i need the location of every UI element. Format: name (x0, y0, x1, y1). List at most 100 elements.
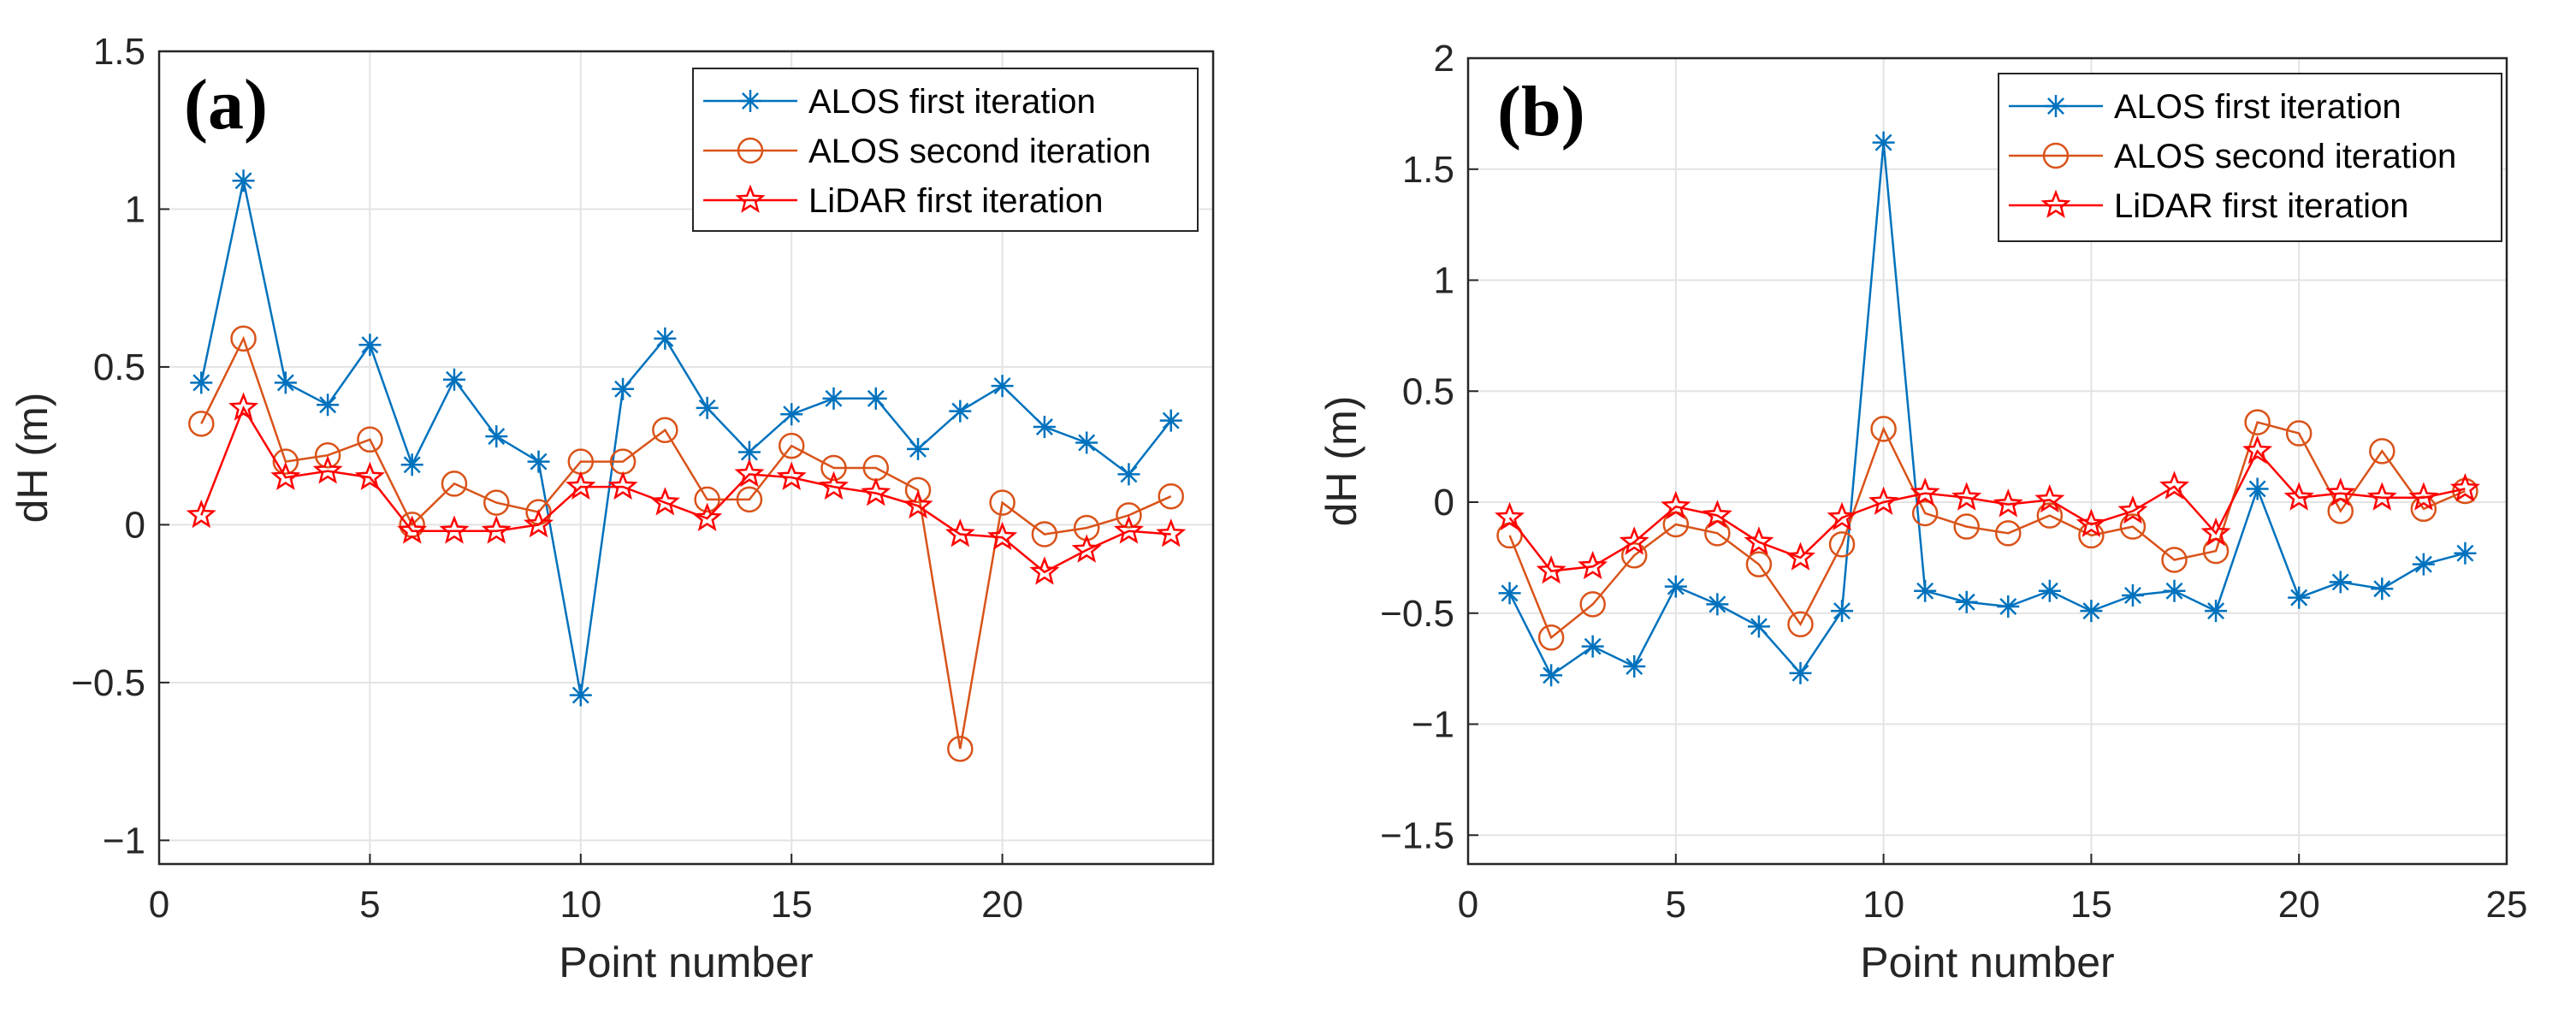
data-point (907, 437, 930, 460)
data-point (1664, 575, 1687, 598)
data-point (1745, 551, 1773, 577)
y-tick-label: 0 (125, 504, 145, 546)
legend-label: ALOS first iteration (808, 83, 1096, 121)
data-point (822, 387, 845, 410)
data-point (1578, 550, 1608, 580)
y-tick-label: 1.5 (93, 31, 145, 73)
x-tick-label: 0 (149, 884, 169, 926)
series-alos-first-iteration (1498, 131, 2477, 687)
data-point (1156, 518, 1187, 547)
data-point (1620, 542, 1648, 569)
x-tick-label: 20 (2278, 884, 2320, 926)
data-point (2076, 508, 2106, 537)
data-point (527, 450, 550, 473)
data-point (1619, 526, 1649, 555)
data-point (312, 455, 343, 484)
legend-label: LiDAR first iteration (2114, 187, 2409, 225)
data-point (2117, 495, 2148, 524)
x-tick-label: 0 (1458, 884, 1478, 926)
y-tick-label: 1 (125, 188, 145, 230)
data-point (186, 499, 216, 529)
data-point (2283, 482, 2314, 511)
data-point (2036, 502, 2064, 529)
y-tick-label: 0 (1434, 482, 1454, 524)
series-line (1508, 142, 2466, 678)
y-axis-label: dH (m) (9, 393, 56, 524)
data-point (1828, 531, 1856, 558)
data-point (2244, 409, 2271, 435)
y-tick-label: −1 (103, 820, 145, 861)
legend-marker (735, 184, 766, 213)
data-point (991, 375, 1014, 398)
data-point (1113, 515, 1144, 544)
data-point (1911, 500, 1939, 527)
legend-marker (2040, 189, 2071, 218)
data-point (2408, 482, 2439, 511)
y-tick-label: 0.5 (93, 346, 145, 388)
legend-label: ALOS second iteration (808, 133, 1151, 170)
x-tick-label: 10 (560, 884, 601, 926)
data-point (1827, 501, 1857, 531)
data-point (649, 487, 680, 516)
data-point (818, 471, 849, 500)
x-tick-label: 20 (981, 884, 1023, 926)
data-point (1075, 431, 1099, 454)
data-point (2449, 472, 2480, 502)
data-point (1870, 416, 1897, 442)
data-point (1993, 488, 2023, 518)
data-point (1706, 593, 1729, 616)
x-axis-label: Point number (559, 938, 813, 986)
data-point (2369, 438, 2395, 465)
data-point (1747, 615, 1770, 638)
x-tick-label: 5 (1666, 884, 1686, 926)
data-point (397, 515, 428, 544)
data-point (780, 403, 803, 426)
data-point (2038, 579, 2061, 602)
data-point (903, 489, 933, 519)
chart-panel-b: 0 5 10 15 20 25 −1.5 −1 −0.5 0 0.5 1 1.5 2 Point numbe… (1318, 38, 2527, 986)
data-point (481, 515, 512, 544)
data-point (778, 432, 805, 459)
data-point (2412, 553, 2435, 576)
data-point (1116, 502, 1142, 529)
data-point (1029, 556, 1060, 585)
y-tick-label: −1.5 (1380, 814, 1454, 856)
series-lidar-first-iteration (186, 392, 1187, 585)
data-point (1498, 582, 1521, 605)
data-point (1868, 486, 1899, 515)
data-point (2161, 547, 2188, 573)
x-tick-label: 15 (771, 884, 813, 926)
data-point (1953, 513, 1980, 540)
data-point (2288, 586, 2311, 609)
data-point (1158, 482, 1184, 510)
series-alos-second-iteration (188, 325, 1184, 762)
data-point (654, 327, 677, 350)
data-point (228, 392, 259, 421)
x-axis-label: Point number (1860, 938, 2114, 986)
y-tick-label: −0.5 (71, 662, 145, 704)
y-tick-label: 2 (1434, 38, 1454, 80)
data-point (317, 394, 340, 417)
legend-marker (2042, 142, 2070, 169)
legend: ALOS first iteration ALOS second iteratio… (1998, 73, 2502, 242)
data-point (1540, 664, 1563, 687)
y-tick-label: −0.5 (1380, 593, 1454, 635)
data-point (652, 417, 678, 443)
data-point (694, 486, 720, 513)
data-point (776, 461, 807, 490)
data-point (2285, 420, 2312, 447)
data-point (1031, 521, 1058, 547)
data-point (861, 477, 891, 506)
data-point (692, 502, 723, 532)
data-point (1872, 131, 1895, 154)
data-point (441, 471, 468, 497)
chart-panel-a: 0 5 10 15 20 −1 −0.5 0 0.5 1 1.5 Point number dH (m)… (9, 31, 1215, 986)
data-point (483, 489, 510, 516)
data-point (566, 471, 596, 500)
data-point (949, 400, 972, 423)
data-point (569, 684, 592, 707)
legend-label: ALOS second iteration (2114, 138, 2456, 175)
x-tick-label: 10 (1862, 884, 1904, 926)
data-point (1789, 661, 1812, 684)
data-point (1702, 500, 1732, 529)
